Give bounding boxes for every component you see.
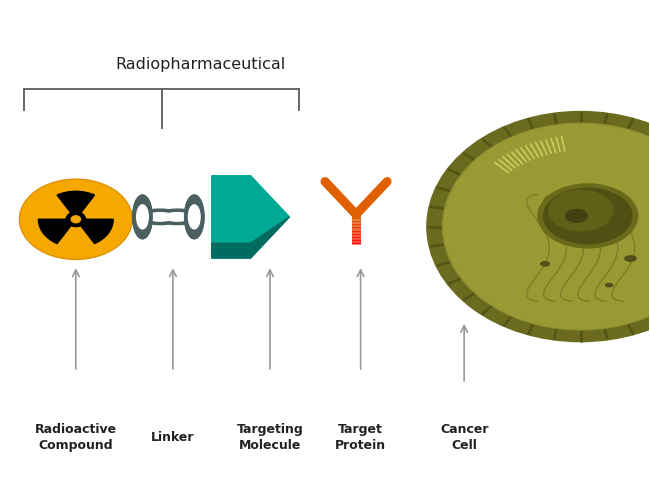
Text: Cancer
Cell: Cancer Cell — [440, 423, 488, 451]
Ellipse shape — [549, 190, 613, 231]
Wedge shape — [81, 219, 113, 244]
Ellipse shape — [543, 188, 632, 244]
Polygon shape — [212, 217, 289, 258]
Text: Targeting
Molecule: Targeting Molecule — [237, 423, 304, 451]
Ellipse shape — [137, 209, 183, 225]
Ellipse shape — [185, 195, 204, 239]
Wedge shape — [38, 219, 71, 244]
Ellipse shape — [185, 195, 204, 239]
Circle shape — [443, 123, 650, 330]
Wedge shape — [57, 191, 94, 213]
Ellipse shape — [136, 205, 148, 229]
Ellipse shape — [21, 181, 131, 258]
Text: Radioactive
Compound: Radioactive Compound — [34, 423, 117, 451]
Ellipse shape — [188, 205, 200, 229]
Ellipse shape — [133, 195, 152, 239]
Ellipse shape — [155, 209, 200, 225]
Ellipse shape — [606, 283, 613, 287]
Circle shape — [66, 212, 86, 226]
Circle shape — [72, 216, 81, 223]
Ellipse shape — [566, 209, 587, 222]
Circle shape — [444, 124, 650, 329]
Ellipse shape — [538, 184, 638, 248]
Ellipse shape — [625, 256, 636, 261]
Text: Radiopharmaceutical: Radiopharmaceutical — [115, 56, 285, 72]
Ellipse shape — [164, 213, 191, 221]
Ellipse shape — [541, 262, 549, 266]
Circle shape — [427, 112, 650, 341]
Ellipse shape — [146, 213, 174, 221]
Ellipse shape — [136, 205, 148, 229]
Ellipse shape — [463, 144, 650, 299]
Ellipse shape — [188, 205, 200, 229]
Text: Target
Protein: Target Protein — [335, 423, 386, 451]
Ellipse shape — [133, 195, 152, 239]
Polygon shape — [212, 176, 289, 258]
Text: Linker: Linker — [151, 431, 194, 444]
